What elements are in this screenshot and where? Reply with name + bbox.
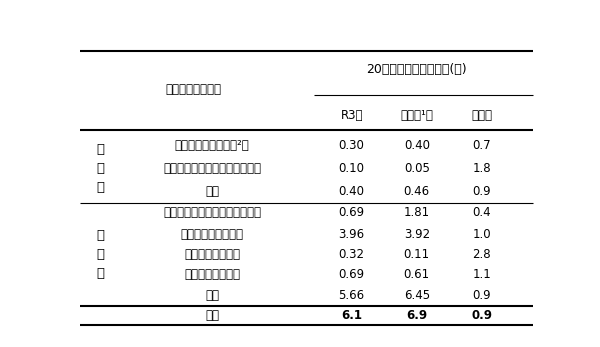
Text: 6.1: 6.1 [341, 309, 362, 322]
Text: 0.7: 0.7 [473, 139, 491, 152]
Text: 1.1: 1.1 [473, 268, 491, 281]
Text: 0.9: 0.9 [472, 309, 493, 322]
Text: 小計: 小計 [205, 289, 219, 302]
Text: 5.66: 5.66 [338, 289, 365, 302]
Text: コバネヒョウタンナガカメムシ: コバネヒョウタンナガカメムシ [163, 162, 261, 175]
Text: ホソハリカメムシ: ホソハリカメムシ [184, 247, 240, 261]
Text: 0.9: 0.9 [473, 185, 491, 198]
Text: 0.4: 0.4 [473, 206, 491, 219]
Text: 6.45: 6.45 [404, 289, 430, 302]
Text: 0.05: 0.05 [404, 162, 430, 175]
Text: 0.69: 0.69 [338, 206, 365, 219]
Text: 0.46: 0.46 [404, 185, 430, 198]
Text: アカヒゲホソミドリカスミカメ: アカヒゲホソミドリカスミカメ [163, 206, 261, 219]
Text: 0.61: 0.61 [404, 268, 430, 281]
Text: 歩
行
性: 歩 行 性 [97, 143, 104, 194]
Text: 6.9: 6.9 [406, 309, 427, 322]
Text: 3.96: 3.96 [338, 228, 365, 241]
Text: 0.30: 0.30 [339, 139, 365, 152]
Text: 小計: 小計 [205, 185, 219, 198]
Text: 20回すくい取り成虫数(頭): 20回すくい取り成虫数(頭) [367, 63, 467, 76]
Text: 1.81: 1.81 [404, 206, 430, 219]
Text: 3.92: 3.92 [404, 228, 430, 241]
Text: アカスジカスミカメ: アカスジカスミカメ [181, 228, 244, 241]
Text: クモヘリカメムシ: クモヘリカメムシ [184, 268, 240, 281]
Text: 0.9: 0.9 [473, 289, 491, 302]
Text: シラホシカメムシ類²）: シラホシカメムシ類²） [175, 139, 250, 152]
Text: 0.69: 0.69 [338, 268, 365, 281]
Text: 2.8: 2.8 [473, 247, 491, 261]
Text: 平年値¹）: 平年値¹） [400, 109, 433, 121]
Text: 0.40: 0.40 [338, 185, 365, 198]
Text: R3年: R3年 [340, 109, 363, 121]
Text: 斏点米カメムシ類: 斏点米カメムシ類 [166, 83, 221, 96]
Text: 0.11: 0.11 [404, 247, 430, 261]
Text: 合計: 合計 [205, 309, 219, 322]
Text: 1.8: 1.8 [473, 162, 491, 175]
Text: 平年比: 平年比 [472, 109, 493, 121]
Text: 0.40: 0.40 [404, 139, 430, 152]
Text: 1.0: 1.0 [473, 228, 491, 241]
Text: 0.10: 0.10 [338, 162, 365, 175]
Text: 0.32: 0.32 [338, 247, 365, 261]
Text: 飛
翔
性: 飛 翔 性 [97, 229, 104, 280]
